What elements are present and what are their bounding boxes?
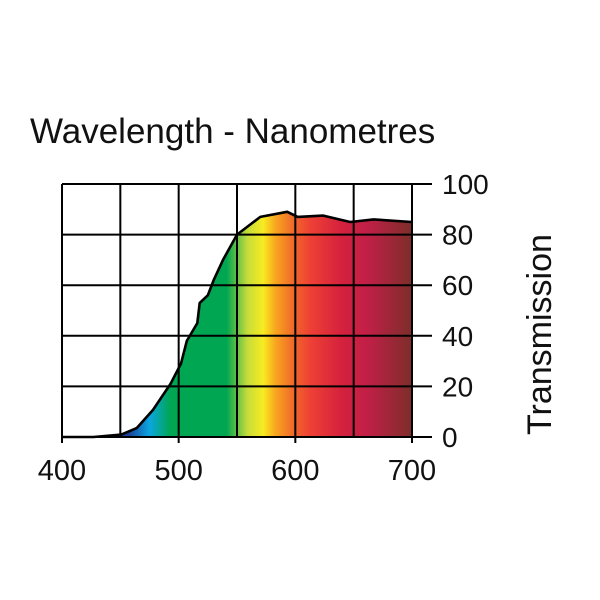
chart-title: Wavelength - Nanometres [30, 112, 435, 151]
grid-lines [61, 183, 432, 443]
y-tick-label: 20 [442, 371, 473, 402]
x-tick-label: 700 [388, 455, 436, 487]
x-tick-label: 400 [38, 455, 86, 487]
y-axis-label: Transmission [521, 234, 559, 435]
x-tick-label: 500 [154, 455, 202, 487]
y-tick-label: 80 [442, 220, 473, 251]
y-tick-label: 40 [442, 321, 473, 352]
y-tick-label: 100 [442, 169, 489, 200]
y-tick-label: 0 [442, 422, 458, 453]
x-tick-label: 600 [271, 455, 319, 487]
transmission-curve [62, 210, 413, 439]
y-tick-label: 60 [442, 270, 473, 301]
